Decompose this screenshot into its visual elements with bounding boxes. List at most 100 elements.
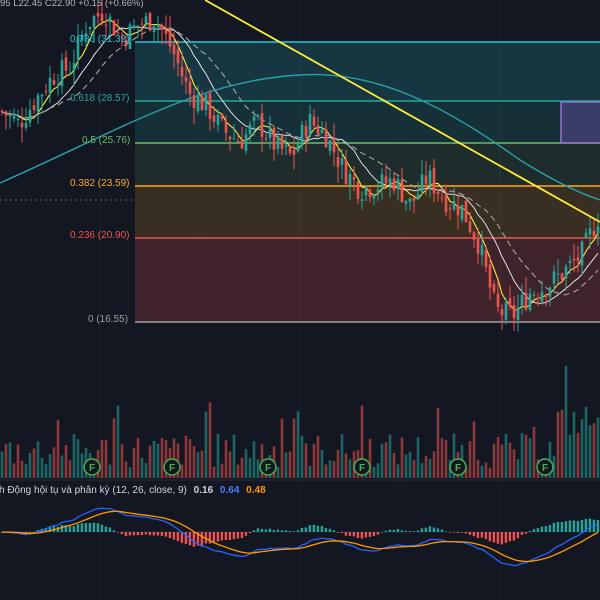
macd-hist-bar xyxy=(80,523,84,532)
macd-hist-bar xyxy=(340,532,344,534)
candle-body xyxy=(484,249,488,267)
volume-bar xyxy=(452,433,456,478)
candle-body xyxy=(88,26,92,30)
macd-hist-bar xyxy=(172,532,176,540)
macd-signal-line xyxy=(1,510,599,563)
volume-bar xyxy=(276,467,280,478)
macd-hist-bar xyxy=(132,532,136,536)
volume-bar xyxy=(396,464,400,478)
candle-body xyxy=(184,77,188,82)
candle-body xyxy=(332,138,336,153)
volume-bar xyxy=(144,463,148,478)
macd-hist-bar xyxy=(240,532,244,538)
macd-hist-bar xyxy=(348,532,352,536)
volume-bar xyxy=(228,451,232,478)
volume-bar xyxy=(104,440,108,478)
macd-hist-bar xyxy=(284,530,288,532)
volume-bar xyxy=(152,440,156,478)
macd-hist-value: 0.16 xyxy=(193,485,214,496)
event-marker-icon xyxy=(83,458,101,476)
candle-body xyxy=(124,39,128,46)
macd-hist-bar xyxy=(524,532,528,534)
macd-hist-bar xyxy=(176,532,180,542)
candle-body xyxy=(564,266,568,279)
fib-label-0_618: 0.618 (28.57) xyxy=(70,93,130,104)
candle-body xyxy=(436,192,440,195)
candle-body xyxy=(80,35,84,41)
volume-bar xyxy=(520,433,524,478)
macd-title: h Động hội tụ và phân kỳ (12, 26, close,… xyxy=(0,485,187,496)
trendline[interactable] xyxy=(204,0,600,223)
volume-bar xyxy=(596,417,600,478)
candle-body xyxy=(176,49,180,64)
macd-hist-bar xyxy=(136,532,140,536)
candle-body xyxy=(560,273,564,280)
macd-hist-bar xyxy=(392,529,396,532)
macd-hist-bar xyxy=(536,528,540,532)
macd-hist-bar xyxy=(540,526,544,532)
volume-bar xyxy=(60,455,64,478)
macd-hist-bar xyxy=(0,532,4,533)
volume-bar xyxy=(224,440,228,478)
volume-bar xyxy=(416,437,420,478)
macd-legend[interactable]: h Động hội tụ và phân kỳ (12, 26, close,… xyxy=(0,485,270,496)
macd-hist-bar xyxy=(104,526,108,532)
volume-bar xyxy=(8,442,12,478)
candle-body xyxy=(348,173,352,186)
candle-body xyxy=(408,198,412,203)
candle-body xyxy=(392,178,396,191)
volume-bar xyxy=(584,406,588,478)
candle-body xyxy=(4,111,8,116)
candle-body xyxy=(192,95,196,109)
candle-body xyxy=(264,138,268,140)
volume-bar xyxy=(368,438,372,478)
volume-bar xyxy=(580,419,584,478)
rectangle-drawing[interactable] xyxy=(560,101,600,144)
candle-body xyxy=(268,128,272,138)
candle-body xyxy=(244,134,248,151)
volume-bar xyxy=(432,451,436,478)
macd-hist-bar xyxy=(168,532,172,539)
macd-hist-bar xyxy=(256,528,260,532)
volume-bar xyxy=(468,441,472,478)
fib-zone xyxy=(135,186,600,238)
macd-hist-bar xyxy=(192,532,196,547)
macd-hist-bar xyxy=(224,532,228,541)
candle-body xyxy=(272,127,276,150)
event-marker-label: F xyxy=(542,463,548,474)
volume-bar xyxy=(256,459,260,478)
macd-hist-bar xyxy=(584,518,588,532)
macd-hist-bar xyxy=(552,522,556,532)
candle-body xyxy=(136,25,140,27)
macd-hist-bar xyxy=(244,532,248,536)
volume-bar xyxy=(124,461,128,478)
volume-bar xyxy=(548,441,552,478)
volume-bar xyxy=(512,449,516,478)
macd-line-value: 0.64 xyxy=(219,485,240,496)
candle-body xyxy=(592,230,596,237)
volume-bar xyxy=(428,458,432,478)
ohlc-header: 95 L22.45 C22.90 +0.15 (+0.66%) xyxy=(0,0,144,9)
macd-hist-bar xyxy=(456,532,460,533)
candle-body xyxy=(552,271,556,284)
macd-line xyxy=(1,507,599,567)
macd-hist-bar xyxy=(160,532,164,536)
volume-bar xyxy=(380,443,384,478)
volume-bar xyxy=(12,463,16,478)
candle-body xyxy=(320,129,324,133)
volume-bar xyxy=(56,420,60,478)
event-marker-label: F xyxy=(265,463,271,474)
macd-hist-bar xyxy=(556,521,560,532)
volume-bar xyxy=(492,443,496,478)
macd-hist-bar xyxy=(88,523,92,532)
macd-hist-bar xyxy=(372,532,376,537)
candle-body xyxy=(508,298,512,307)
event-marker-icon xyxy=(163,458,181,476)
macd-hist-bar xyxy=(428,526,432,532)
macd-hist-bar xyxy=(480,532,484,538)
volume-bar xyxy=(336,450,340,478)
volume-bar xyxy=(348,459,352,478)
macd-hist-bar xyxy=(352,532,356,537)
